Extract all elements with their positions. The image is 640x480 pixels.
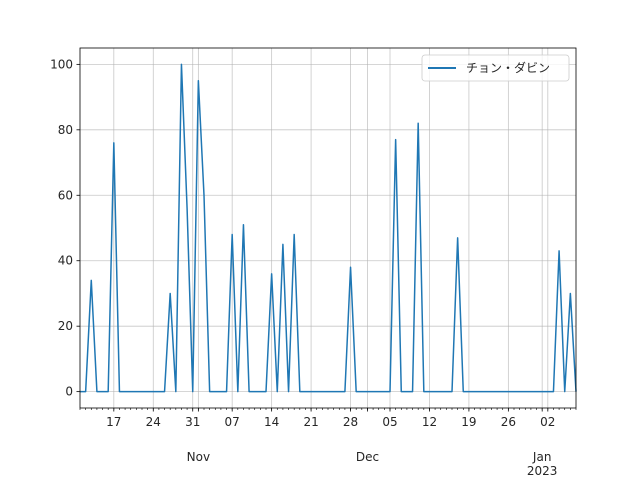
x-tick-label: 26 bbox=[501, 415, 516, 429]
y-tick-label: 40 bbox=[58, 254, 73, 268]
x-month-label: Jan bbox=[532, 450, 552, 464]
plot-frame bbox=[79, 47, 577, 409]
y-tick-label: 0 bbox=[65, 385, 73, 399]
y-tick-label: 80 bbox=[58, 123, 73, 137]
x-tick-label: 12 bbox=[422, 415, 437, 429]
x-tick-label: 14 bbox=[264, 415, 279, 429]
y-tick-label: 20 bbox=[58, 319, 73, 333]
series-line bbox=[80, 63, 577, 393]
x-year-label: 2023 bbox=[527, 464, 558, 478]
grid bbox=[80, 48, 576, 408]
legend-label: チョン・ダビン bbox=[466, 60, 550, 75]
y-axis: 0 20 40 60 80 100 bbox=[50, 57, 80, 399]
x-tick-label: 07 bbox=[225, 415, 240, 429]
y-tick-label: 60 bbox=[58, 188, 73, 202]
x-tick-label: 19 bbox=[461, 415, 476, 429]
legend-box bbox=[421, 54, 570, 82]
y-tick-label: 100 bbox=[50, 57, 73, 71]
x-month-label: Nov bbox=[187, 450, 210, 464]
x-tick-label: 31 bbox=[185, 415, 200, 429]
x-tick-label: 24 bbox=[146, 415, 161, 429]
x-tick-label: 21 bbox=[303, 415, 318, 429]
x-tick-label: 28 bbox=[343, 415, 358, 429]
x-tick-label: 05 bbox=[382, 415, 397, 429]
legend: チョン・ダビン bbox=[421, 54, 570, 82]
x-tick-label: 17 bbox=[106, 415, 121, 429]
x-tick-label: 02 bbox=[540, 415, 555, 429]
series-layer bbox=[80, 63, 577, 393]
x-month-label: Dec bbox=[356, 450, 379, 464]
